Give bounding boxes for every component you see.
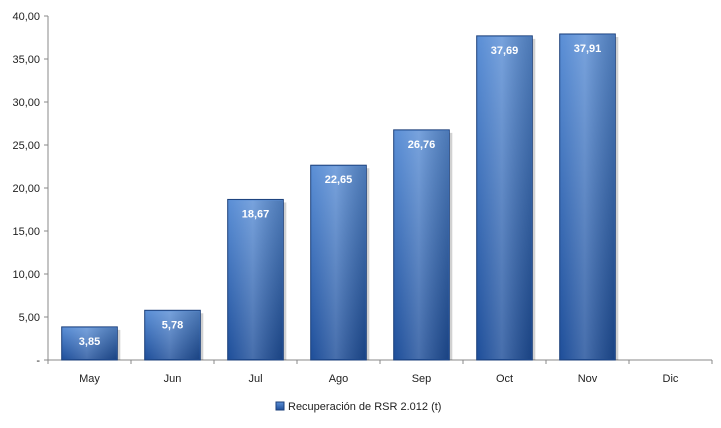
y-tick-label: - <box>36 355 40 367</box>
y-tick-label: 30,00 <box>12 97 40 109</box>
y-tick-label: 25,00 <box>12 140 40 152</box>
legend-swatch <box>275 401 285 411</box>
x-tick-label: May <box>79 373 100 385</box>
y-tick-label: 35,00 <box>12 54 40 66</box>
x-tick-label: Jul <box>248 373 262 385</box>
data-label: 5,78 <box>162 319 183 331</box>
x-axis: May Jun Jul Ago Sep Oct Nov Dic <box>47 359 713 385</box>
y-tick-label: 5,00 <box>19 312 40 324</box>
y-tick-label: 20,00 <box>12 183 40 195</box>
y-tick-label: 40,00 <box>12 11 40 23</box>
legend-label: Recuperación de RSR 2.012 (t) <box>288 401 441 413</box>
bar-highlight <box>62 327 117 359</box>
bar-highlight <box>560 34 615 359</box>
data-label: 26,76 <box>408 139 436 151</box>
data-label: 37,91 <box>574 43 602 55</box>
legend: Recuperación de RSR 2.012 (t) <box>275 401 441 413</box>
y-tick-label: 15,00 <box>12 226 40 238</box>
bar-highlight <box>145 311 200 359</box>
bar-highlight <box>477 36 532 360</box>
bar-highlight <box>394 130 449 359</box>
x-tick-label: Oct <box>496 373 513 385</box>
y-axis: - 5,00 10,00 15,00 20,00 25,00 30,00 35,00 40,00 <box>12 11 49 367</box>
x-tick-label: Sep <box>412 373 432 385</box>
bar-highlight <box>228 200 283 359</box>
x-tick-label: Ago <box>329 373 349 385</box>
x-tick-label: Dic <box>663 373 679 385</box>
data-label: 37,69 <box>491 45 519 57</box>
data-label: 3,85 <box>79 336 100 348</box>
x-tick-label: Nov <box>578 373 598 385</box>
x-tick-label: Jun <box>164 373 182 385</box>
bar-highlight <box>311 166 366 359</box>
bars: 3,85 5,78 18,67 22,65 26,76 37,69 37,91 <box>61 33 619 361</box>
y-tick-label: 10,00 <box>12 269 40 281</box>
data-label: 18,67 <box>242 208 270 220</box>
data-label: 22,65 <box>325 174 353 186</box>
